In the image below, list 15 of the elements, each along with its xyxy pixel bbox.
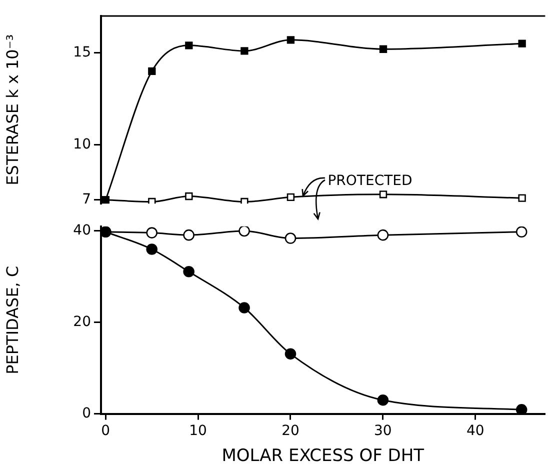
x-tick-label: 20 bbox=[282, 422, 300, 439]
x-tick-label: 0 bbox=[101, 422, 110, 439]
y-axis-title: PEPTIDASE, C bbox=[2, 266, 22, 374]
y-tick-label: 7 bbox=[82, 192, 91, 208]
x-tick-label: 30 bbox=[374, 422, 392, 439]
y-tick-label: 10 bbox=[73, 136, 91, 152]
y-axis-title: ESTERASE k x 10⁻³ bbox=[2, 34, 22, 186]
y-tick-label: 40 bbox=[73, 222, 91, 239]
y-tick-label: 0 bbox=[82, 405, 91, 422]
annotation: PROTECTED bbox=[328, 172, 412, 189]
x-tick-label: 10 bbox=[189, 422, 207, 439]
y-tick-label: 20 bbox=[73, 314, 91, 330]
y-tick-label: 15 bbox=[73, 44, 91, 60]
x-tick-label: 40 bbox=[466, 422, 484, 439]
x-axis-title: MOLAR EXCESS OF DHT bbox=[222, 446, 425, 466]
